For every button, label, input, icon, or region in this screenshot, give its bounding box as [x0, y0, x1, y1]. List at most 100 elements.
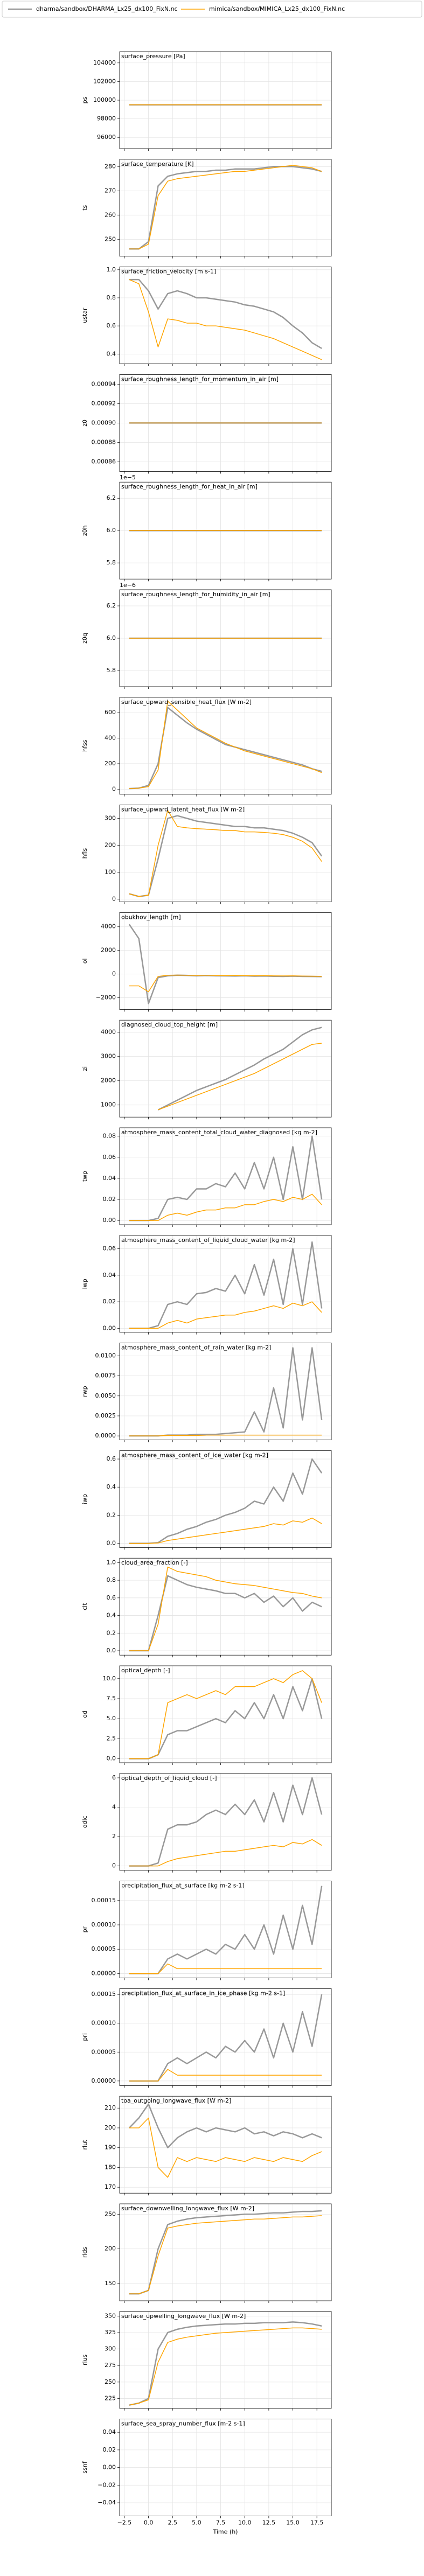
- subplot-title: surface_roughness_length_for_heat_in_air…: [121, 483, 258, 490]
- legend-frame: [2, 1, 422, 18]
- y-tick-label: 2.5: [107, 1735, 116, 1742]
- series-line: [129, 974, 322, 993]
- y-tick-label: 250: [105, 2378, 116, 2385]
- legend-label: mimica/sandbox/MIMICA_Lx25_dx100_FixN.nc: [209, 5, 345, 12]
- subplot-title: surface_downwelling_longwave_flux [W m-2…: [121, 2205, 254, 2212]
- subplot: 250 260 270 280 surface_temperature [K] ts: [81, 159, 332, 259]
- plot-frame: [119, 1773, 332, 1871]
- series-line: [157, 1027, 322, 1111]
- y-axis-label: rlds: [81, 2247, 88, 2258]
- y-tick-label: 0.0050: [95, 1392, 116, 1399]
- series-line: [129, 1575, 322, 1652]
- y-tick-label: 4000: [101, 1029, 116, 1036]
- subplot: 0.0 2.5 5.0 7.5 10.0 optical_depth [-] od: [81, 1665, 332, 1765]
- plot-frame: [119, 1343, 332, 1441]
- y-tick-label: 270: [105, 187, 116, 194]
- y-tick-label: 0.00005: [92, 2048, 116, 2055]
- y-tick-label: 2000: [101, 947, 116, 954]
- subplot: 1000 2000 3000 4000 diagnosed_cloud_top_heig…: [81, 1020, 332, 1120]
- y-tick-label: 0.6: [107, 1594, 116, 1601]
- y-tick-label: 280: [105, 163, 116, 170]
- y-tick-label: 0.4: [107, 1612, 116, 1619]
- y-tick-label: 0.0: [107, 1647, 116, 1654]
- y-tick-label: 1000: [101, 1101, 116, 1108]
- y-tick-label: 6.0: [107, 527, 116, 534]
- series-line: [129, 279, 322, 360]
- plot-frame: [119, 374, 332, 472]
- series-line: [129, 2327, 322, 2406]
- y-tick-label: 0.0: [107, 1540, 116, 1547]
- y-axis-label: z0: [81, 420, 88, 427]
- y-tick-label: 100000: [93, 96, 116, 103]
- series-line: [129, 1678, 323, 1760]
- y-tick-label: 210: [105, 2104, 116, 2111]
- plot-frame: [119, 1450, 332, 1548]
- series-line: [129, 1135, 323, 1221]
- y-tick-label: 96000: [97, 134, 116, 141]
- y-tick-label: 7.5: [107, 1695, 116, 1702]
- series-line: [129, 815, 323, 897]
- y-axis-label: iwp: [81, 1494, 88, 1504]
- y-axis-label: rlus: [81, 2354, 88, 2365]
- y-tick-label: 300: [105, 815, 116, 822]
- series-line: [129, 1886, 323, 1974]
- y-tick-label: 5.8: [107, 559, 116, 566]
- series-line: [129, 1301, 322, 1329]
- y-tick-label: 0.6: [107, 1455, 116, 1462]
- y-tick-label: 0.06: [103, 1154, 116, 1161]
- subplot-title: obukhov_length [m]: [121, 913, 181, 920]
- y-tick-label: −2000: [96, 994, 116, 1001]
- offset-text: 1e−5: [120, 474, 136, 481]
- x-tick-label: 7.5: [216, 2519, 226, 2526]
- subplot: 0.00 0.02 0.04 0.06 0.08 atmosphere_mass_cont…: [81, 1127, 332, 1227]
- subplot-title: surface_roughness_length_for_humidity_in…: [121, 591, 270, 598]
- series-line: [129, 166, 322, 250]
- y-tick-label: 0: [112, 785, 116, 792]
- y-tick-label: 2000: [101, 1077, 116, 1084]
- y-tick-label: 0.00: [103, 1324, 116, 1331]
- y-axis-label: ssnf: [81, 2461, 88, 2473]
- y-tick-label: 0.02: [103, 2446, 116, 2453]
- plot-frame: [119, 2203, 332, 2301]
- plot-frame: [119, 912, 332, 1010]
- subplot: 0.00086 0.00088 0.00090 0.00092 0.00094 surfa…: [81, 374, 332, 474]
- y-tick-label: 250: [105, 235, 116, 242]
- subplot-title: diagnosed_cloud_top_height [m]: [121, 1021, 218, 1028]
- offset-text: 1e−6: [120, 582, 136, 589]
- y-tick-label: 250: [105, 2210, 116, 2217]
- y-tick-label: 0.00094: [92, 380, 116, 387]
- y-tick-label: 0.2: [107, 1511, 116, 1518]
- y-tick-label: 170: [105, 2183, 116, 2190]
- subplot-title: toa_outgoing_longwave_flux [W m-2]: [121, 2097, 231, 2104]
- y-tick-label: 0.00015: [92, 1897, 116, 1904]
- y-axis-label: z0q: [81, 633, 88, 644]
- y-tick-label: 275: [105, 2362, 116, 2369]
- y-tick-label: 0.00010: [92, 1921, 116, 1928]
- y-axis-label: hfss: [81, 739, 88, 752]
- y-axis-label: pr: [81, 1926, 88, 1932]
- y-tick-label: 0.4: [107, 350, 116, 357]
- y-tick-label: 0.06: [103, 1245, 116, 1252]
- plot-frame: [119, 805, 332, 902]
- y-tick-label: 0: [112, 971, 116, 978]
- series-line: [129, 1458, 323, 1544]
- subplot-title: surface_friction_velocity [m s-1]: [121, 268, 216, 275]
- y-tick-label: 0.6: [107, 322, 116, 329]
- y-axis-label: hfls: [81, 848, 88, 859]
- y-tick-label: 100: [105, 869, 116, 876]
- y-axis-label: rlut: [81, 2139, 88, 2150]
- subplot-title: surface_sea_spray_number_flux [m-2 s-1]: [121, 2420, 245, 2427]
- y-tick-label: 2: [112, 1833, 116, 1840]
- series-line: [129, 1994, 323, 2082]
- y-tick-label: 0.0100: [95, 1352, 116, 1359]
- y-tick-label: 6.0: [107, 634, 116, 641]
- y-tick-label: 6: [112, 1774, 116, 1781]
- x-tick-label: 12.5: [262, 2519, 276, 2526]
- y-axis-label: od: [81, 1711, 88, 1718]
- plot-frame: [119, 2311, 332, 2409]
- plot-frame: [119, 2096, 332, 2194]
- x-tick-label: 15.0: [286, 2519, 300, 2526]
- y-axis-label: rwp: [81, 1386, 88, 1397]
- series-line: [129, 1434, 322, 1436]
